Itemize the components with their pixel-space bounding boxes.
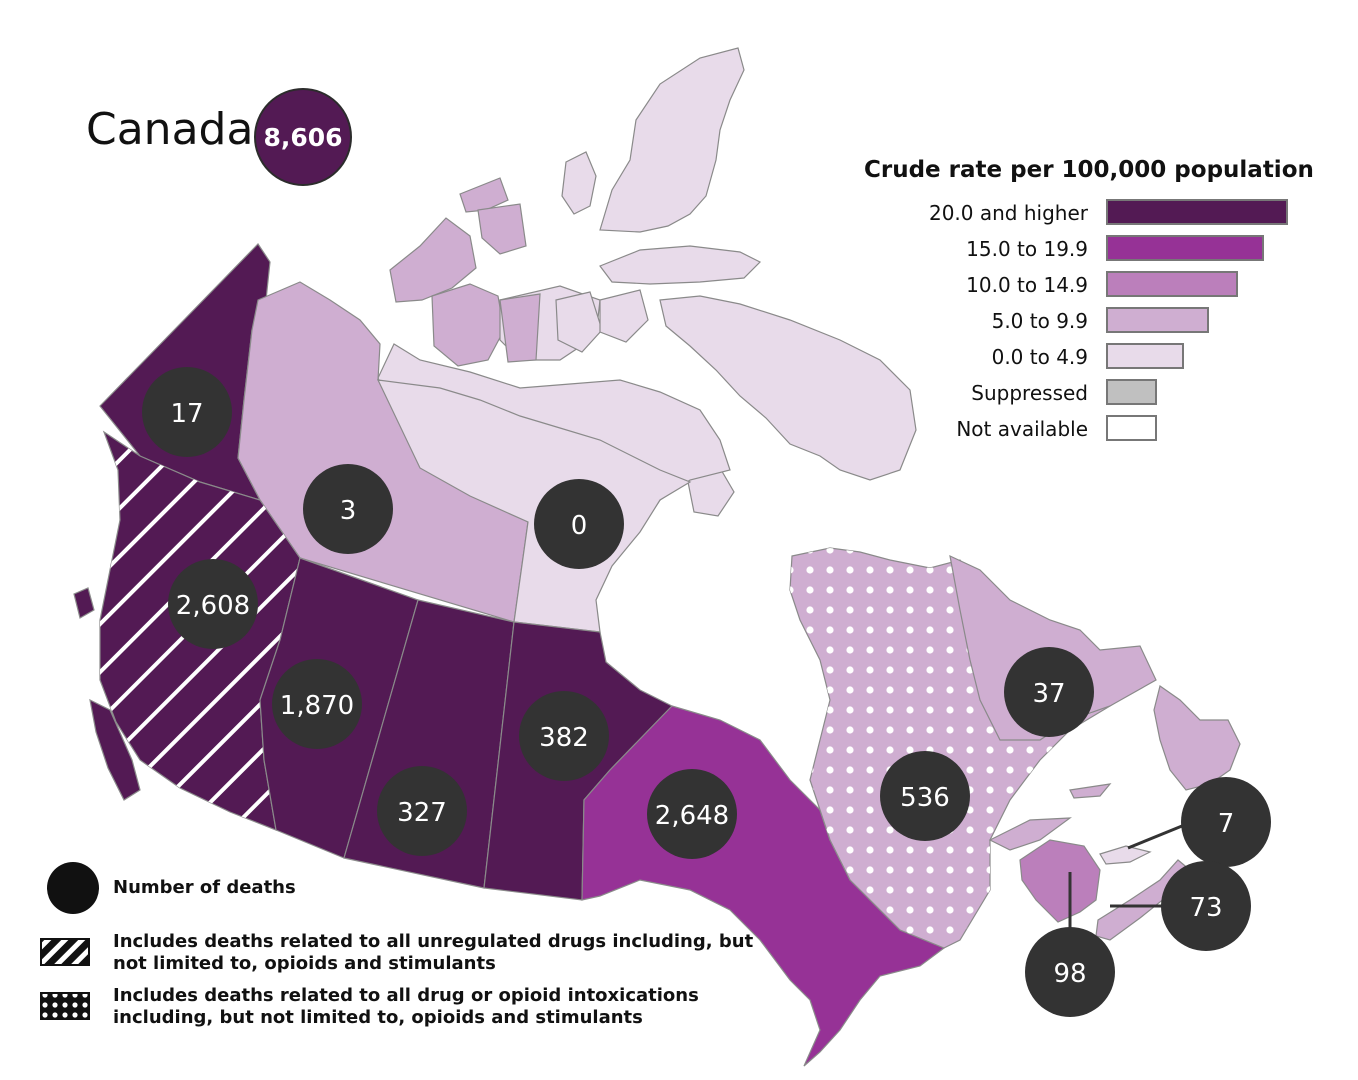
baffin-island <box>659 295 917 481</box>
legend-swatch <box>1106 199 1288 225</box>
count-alberta: 1,870 <box>272 659 362 749</box>
count-manitoba: 382 <box>519 691 609 781</box>
count-yukon-label: 17 <box>170 399 203 429</box>
count-prince-edward-island: 7 <box>1181 777 1271 867</box>
count-nunavut: 0 <box>534 479 624 569</box>
footnote-text: including, but not limited to, opioids a… <box>113 1007 643 1028</box>
newfoundland-island <box>1153 685 1241 791</box>
number-of-deaths-key-icon <box>47 862 99 914</box>
legend-label: 10.0 to 14.9 <box>966 273 1088 297</box>
legend-item: Not available <box>900 415 1290 443</box>
provinces <box>73 243 1241 1067</box>
legend-swatch <box>1106 307 1209 333</box>
count-manitoba-label: 382 <box>539 723 589 753</box>
footnote-text: Number of deaths <box>113 877 296 898</box>
count-newfoundland-and-labrador-label: 37 <box>1032 679 1065 709</box>
anticosti-island <box>1069 783 1112 799</box>
legend-swatch <box>1106 271 1238 297</box>
nunavut-region <box>376 379 692 633</box>
legend-item: 5.0 to 9.9 <box>900 307 1290 335</box>
quebec-dots <box>790 548 1150 948</box>
footnote-text: not limited to, opioids and stimulants <box>113 953 496 974</box>
count-british-columbia: 2,608 <box>168 559 258 649</box>
count-new-brunswick-label: 98 <box>1053 959 1086 989</box>
count-ontario: 2,648 <box>647 769 737 859</box>
new-brunswick-region <box>1019 839 1101 923</box>
prince-of-wales-island <box>599 289 649 343</box>
banks-island <box>431 283 505 367</box>
legend-swatch <box>1106 235 1264 261</box>
count-british-columbia-label: 2,608 <box>176 591 250 621</box>
legend-swatch <box>1106 343 1184 369</box>
dots-key-swatch <box>40 992 90 1020</box>
count-quebec-label: 536 <box>900 783 950 813</box>
axel-heiberg-island <box>561 151 597 215</box>
somerset-island <box>555 291 603 353</box>
count-newfoundland-and-labrador: 37 <box>1004 647 1094 737</box>
victoria-island-nwt <box>499 293 541 363</box>
prince-edward-island-region <box>1099 845 1152 865</box>
legend-label: 0.0 to 4.9 <box>991 345 1088 369</box>
gaspe-peninsula <box>988 817 1072 851</box>
legend-swatch <box>1106 379 1157 405</box>
hatch-key-swatch <box>40 938 90 966</box>
prince-patrick-island <box>459 177 509 213</box>
callout-leaders <box>1068 824 1183 930</box>
legend-swatch <box>1106 415 1157 441</box>
count-saskatchewan: 327 <box>377 766 467 856</box>
legend-item: Suppressed <box>900 379 1290 407</box>
count-nova-scotia: 73 <box>1161 861 1251 951</box>
vancouver-island <box>89 698 141 801</box>
footnote-text: Includes deaths related to all unregulat… <box>113 931 754 952</box>
legend-label: Not available <box>956 417 1088 441</box>
count-saskatchewan-label: 327 <box>397 798 447 828</box>
legend-item: 15.0 to 19.9 <box>900 235 1290 263</box>
legend-item: 0.0 to 4.9 <box>900 343 1290 371</box>
count-nova-scotia-label: 73 <box>1189 893 1222 923</box>
count-prince-edward-island-label: 7 <box>1218 809 1235 839</box>
bathurst-island <box>477 203 527 255</box>
ellesmere-island <box>599 47 745 233</box>
count-quebec: 536 <box>880 751 970 841</box>
count-alberta-label: 1,870 <box>280 691 354 721</box>
total-deaths-badge: 8,606 <box>254 88 352 186</box>
death-counts: 17 3 0 2,608 1,870 327 382 2,648 <box>142 367 1271 1017</box>
haida-gwaii <box>73 587 95 619</box>
legend-label: Suppressed <box>971 381 1088 405</box>
legend-item: 10.0 to 14.9 <box>900 271 1290 299</box>
melville-island <box>389 217 477 303</box>
devon-island <box>599 245 762 285</box>
legend-item: 20.0 and higher <box>900 199 1290 227</box>
footnote-text: Includes deaths related to all drug or o… <box>113 985 699 1006</box>
count-yukon: 17 <box>142 367 232 457</box>
page-title: Canada <box>86 104 254 155</box>
count-ontario-label: 2,648 <box>655 801 729 831</box>
count-northwest-territories: 3 <box>303 464 393 554</box>
count-nunavut-label: 0 <box>571 511 588 541</box>
legend-title: Crude rate per 100,000 population <box>864 157 1314 183</box>
legend-label: 20.0 and higher <box>928 201 1088 225</box>
count-northwest-territories-label: 3 <box>340 496 357 526</box>
count-new-brunswick: 98 <box>1025 927 1115 1017</box>
legend-label: 15.0 to 19.9 <box>966 237 1088 261</box>
legend-label: 5.0 to 9.9 <box>991 309 1088 333</box>
